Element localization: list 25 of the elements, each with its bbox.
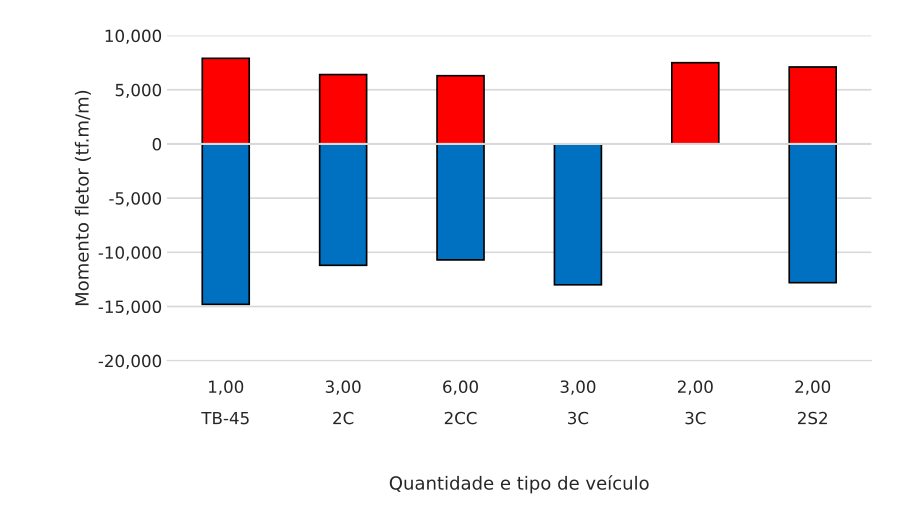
y-tick-label: -20,000 — [98, 354, 162, 369]
x-tick-label: 6,00 2CC — [443, 380, 478, 424]
y-axis-title: Momento fletor (tf.m/m) — [74, 90, 91, 306]
bar — [788, 66, 838, 145]
y-tick-label: 5,000 — [116, 84, 162, 98]
x-axis-title: Quantidade e tipo de veículo — [390, 475, 649, 494]
bar — [554, 143, 602, 286]
y-tick-label: -10,000 — [98, 246, 162, 261]
x-tick-label: 3,00 3C — [560, 380, 596, 424]
bar — [318, 74, 368, 145]
bar — [670, 62, 720, 145]
y-tick-label: 0 — [152, 138, 162, 150]
x-tick-label: 2,00 2S2 — [795, 380, 830, 424]
x-tick-label: 2,00 3C — [678, 380, 713, 424]
bar — [201, 143, 250, 306]
bar — [201, 57, 250, 145]
y-tick-label: -5,000 — [109, 192, 162, 206]
y-tick-label: 10,000 — [106, 30, 162, 44]
bar — [436, 143, 485, 261]
bar — [318, 143, 368, 266]
x-tick-label: 1,00 TB-45 — [201, 380, 249, 424]
bar — [436, 74, 485, 145]
bar — [788, 143, 838, 284]
y-tick-label: -15,000 — [98, 300, 162, 315]
x-tick-label: 3,00 2C — [326, 380, 361, 424]
